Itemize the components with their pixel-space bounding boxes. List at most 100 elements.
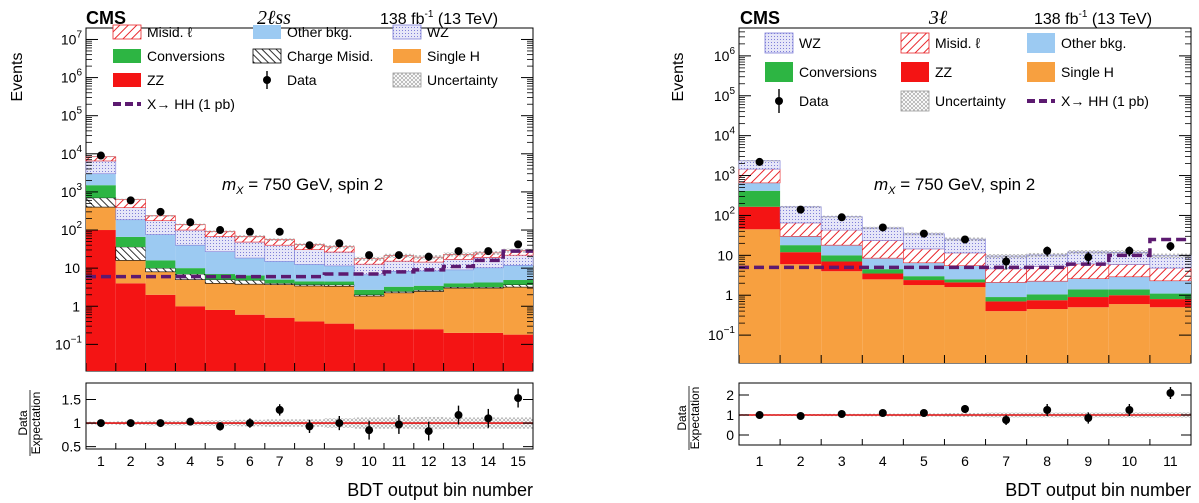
- data-point-bin-6: [961, 235, 969, 244]
- y-tick-label: 104: [714, 126, 736, 144]
- legend-item-other: Other bkg.: [1027, 33, 1126, 53]
- data-point-bin-5: [919, 229, 928, 238]
- ratio-point-bin-9: [335, 419, 344, 428]
- y-tick-label: 103: [61, 182, 83, 200]
- bar-zz-bin-2: [780, 252, 822, 265]
- legend-label: Charge Misid.: [287, 48, 373, 64]
- bar-conversions-bin-6: [235, 275, 265, 281]
- bar-singleh-bin-3: [821, 271, 863, 363]
- data-point-bin-10: [1125, 246, 1134, 255]
- uncertainty-band-bin-11: [1149, 253, 1191, 259]
- bar-other-bin-14: [473, 267, 504, 283]
- legend-item-zz: ZZ: [113, 72, 165, 88]
- bar-charge-bin-7: [264, 283, 295, 285]
- data-point-bin-14: [484, 247, 493, 256]
- bar-misid-bin-6: [944, 252, 986, 266]
- y-tick-label: 1: [725, 287, 733, 303]
- bar-conversions-bin-10: [354, 289, 384, 295]
- signal-step-line: [86, 249, 533, 279]
- legend-item-singleh: Single H: [393, 48, 480, 64]
- legend-item-other: Other bkg.: [253, 24, 352, 40]
- bar-wz-bin-9: [324, 251, 355, 267]
- bar-other-bin-10: [354, 274, 384, 290]
- uncertainty-band-bin-6: [235, 235, 265, 238]
- bar-wz-bin-7: [264, 244, 295, 262]
- bar-other-bin-11: [1149, 280, 1191, 294]
- data-point-bin-15: [514, 240, 523, 249]
- bar-zz-bin-5: [903, 280, 945, 286]
- mass-annotation: mX = 750 GeV, spin 2: [222, 175, 383, 197]
- bar-zz-bin-8: [1026, 300, 1068, 310]
- stacked-bars: [738, 160, 1192, 363]
- bar-singleh-bin-6: [944, 287, 986, 363]
- ratio-y-tick-label: 1: [726, 407, 734, 423]
- bar-conversions-bin-5: [903, 276, 945, 281]
- bar-conversions-bin-11: [1149, 293, 1191, 300]
- bar-conversions-bin-7: [985, 297, 1027, 302]
- bar-singleh-bin-8: [294, 285, 325, 322]
- data-points: [96, 151, 523, 261]
- data-point-bin-11: [1166, 242, 1175, 251]
- bar-singleh-bin-1: [739, 229, 781, 363]
- legend-item-zz: ZZ: [901, 62, 953, 82]
- legend-label: Conversions: [147, 48, 225, 64]
- ratio-point-bin-2: [126, 419, 135, 428]
- ratio-point-bin-7: [275, 405, 284, 414]
- legend-swatch: [901, 62, 929, 82]
- bar-other-bin-13: [443, 269, 474, 284]
- uncertainty-band-bin-7: [264, 238, 295, 242]
- bar-zz-bin-7: [985, 301, 1027, 312]
- y-tick-label: 103: [714, 166, 736, 184]
- stacked-bars: [85, 156, 534, 371]
- bar-singleh-bin-9: [324, 286, 355, 324]
- bar-zz-bin-12: [413, 329, 444, 371]
- bar-charge-bin-6: [234, 279, 266, 285]
- bar-singleh-bin-8: [1026, 309, 1068, 363]
- x-tick-label: 11: [1163, 453, 1178, 469]
- x-tick-label: 8: [306, 453, 314, 469]
- x-tick-label: 2: [797, 453, 805, 469]
- bar-misid-bin-10: [1108, 264, 1151, 278]
- bar-wz-bin-6: [234, 241, 266, 259]
- bar-conversions-bin-14: [473, 282, 504, 287]
- data-point-bin-3: [156, 207, 165, 216]
- ratio-point-bin-2: [796, 412, 805, 420]
- bar-conversions-bin-9: [324, 281, 355, 285]
- x-tick-label: 6: [961, 453, 969, 469]
- ratio-axis-title-bottom: Expectation: [29, 392, 43, 455]
- legend-item-conversions: Conversions: [113, 48, 225, 64]
- bar-conversions-bin-8: [1026, 294, 1068, 301]
- bar-singleh-bin-5: [903, 285, 945, 363]
- y-tick-label: 102: [714, 205, 736, 223]
- bar-other-bin-6: [944, 265, 986, 280]
- x-tick-label: 13: [451, 453, 467, 469]
- ratio-point-bin-1: [755, 411, 764, 419]
- legend-label: ZZ: [935, 64, 953, 80]
- bar-singleh-bin-7: [985, 311, 1027, 363]
- ratio-point-bin-13: [454, 411, 463, 420]
- bar-singleh-bin-1: [86, 207, 116, 231]
- legend: WZ Misid. ℓ Other bkg. Conversions ZZ Single …: [764, 32, 1149, 113]
- data-point-bin-9: [335, 239, 344, 248]
- legend-label: Misid. ℓ: [935, 35, 980, 51]
- bar-zz-bin-10: [354, 329, 384, 371]
- bar-singleh-bin-13: [443, 288, 474, 333]
- bar-wz-bin-3: [145, 220, 176, 235]
- x-tick-label: 12: [421, 453, 437, 469]
- x-tick-label: 4: [186, 453, 194, 469]
- bar-charge-bin-8: [294, 284, 325, 287]
- bar-singleh-bin-15: [503, 287, 533, 335]
- legend-swatch: [1027, 62, 1055, 82]
- y-axis: 10−1 1 10 102 103 104 105 106: [708, 27, 1192, 363]
- x-tick-label: 14: [481, 453, 497, 469]
- ratio-point-bin-15: [514, 394, 523, 403]
- ratio-axis-title-top: Data: [675, 405, 689, 431]
- bar-conversions-bin-2: [780, 245, 822, 253]
- x-tick-label: 5: [920, 453, 928, 469]
- x-tick-label: 11: [392, 453, 407, 469]
- legend-item-charge: Charge Misid.: [252, 48, 373, 64]
- y-axis-title: Events: [9, 53, 26, 102]
- legend-label: Uncertainty: [935, 93, 1006, 109]
- legend-label: X→ HH (1 pb): [1061, 93, 1149, 109]
- ratio-point-bin-6: [961, 405, 969, 413]
